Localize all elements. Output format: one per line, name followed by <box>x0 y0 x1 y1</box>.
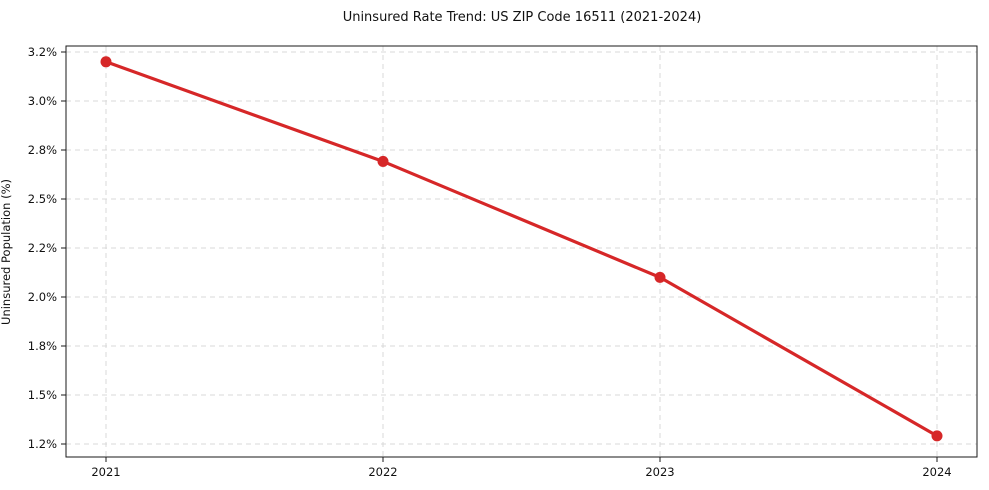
y-tick-label: 1.8% <box>28 339 57 353</box>
chart-title: Uninsured Rate Trend: US ZIP Code 16511 … <box>343 10 702 25</box>
series-layer <box>100 56 943 442</box>
y-tick-label: 3.0% <box>28 94 57 108</box>
data-point-marker <box>654 271 666 283</box>
y-tick-label: 1.2% <box>28 437 57 451</box>
data-point-marker <box>377 155 389 167</box>
data-point-marker <box>100 56 112 68</box>
y-tick-label: 2.8% <box>28 143 57 157</box>
data-point-marker <box>931 430 943 442</box>
x-tick-label: 2021 <box>91 465 120 479</box>
y-tick-label: 1.5% <box>28 388 57 402</box>
axes-layer: 3.2% 3.0% 2.8% 2.5% 2.2% 2.0% 1.8% 1.5% 1.2% 2021… <box>28 45 978 479</box>
grid-layer <box>66 46 977 457</box>
x-tick-label: 2024 <box>922 465 951 479</box>
y-tick-label: 2.2% <box>28 241 57 255</box>
y-axis-label: Uninsured Population (%) <box>0 179 13 325</box>
x-tick-label: 2022 <box>368 465 397 479</box>
trend-line <box>104 60 939 438</box>
y-tick-label: 2.0% <box>28 290 57 304</box>
y-tick-label: 3.2% <box>28 45 57 59</box>
plot-border <box>65 45 978 458</box>
y-tick-label: 2.5% <box>28 192 57 206</box>
x-tick-label: 2023 <box>645 465 674 479</box>
